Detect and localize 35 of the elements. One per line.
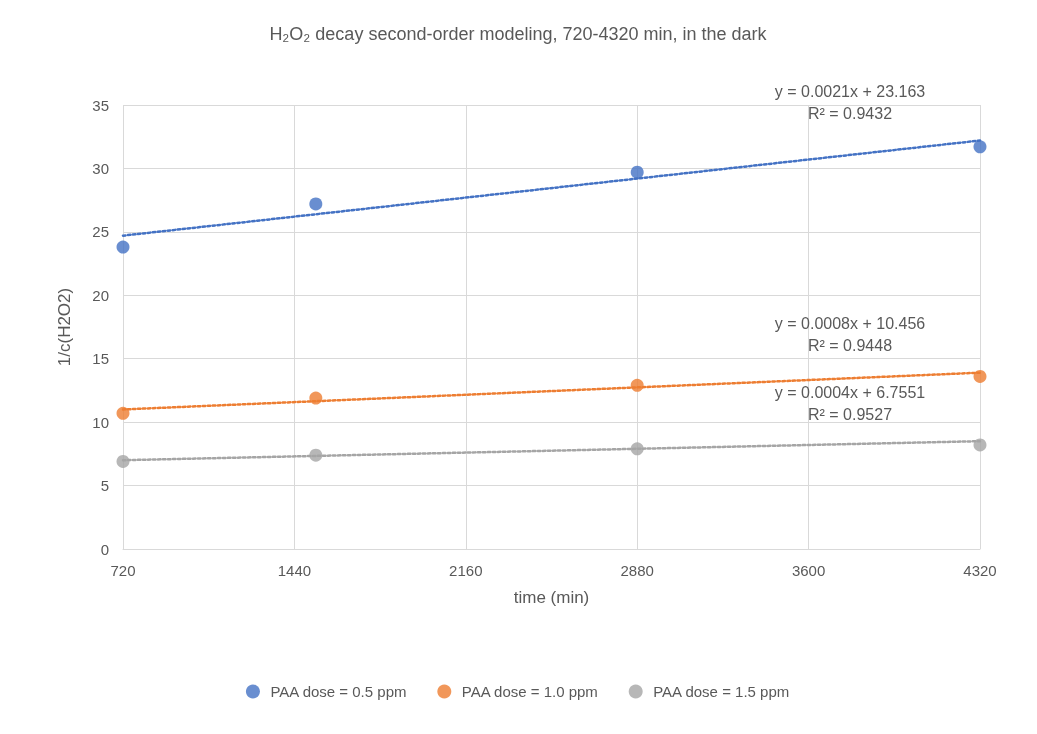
annotation: y = 0.0021x + 23.163 R² = 0.9432 [774,83,926,123]
y-tick-label: 10 [92,413,109,431]
point [309,197,323,211]
point [973,369,987,383]
y-tick-label: 5 [100,477,109,495]
x-tick-label: 4320 [963,562,997,579]
annotation: y = 0.0004x + 6.7551 R² = 0.9527 [774,383,926,423]
chart-title: H₂O₂ decay second-order modeling, 720-4320 min, in the dark [269,24,768,44]
legend-label: PAA dose = 0.5 ppm [270,683,407,700]
legend-label: PAA dose = 1.5 ppm [653,683,790,700]
point [309,448,323,462]
point [116,240,130,254]
point [116,406,130,420]
point [630,378,644,392]
x-tick-label: 1440 [277,562,312,579]
x-tick-label: 3600 [791,562,826,579]
x-tick-label: 2880 [620,562,654,579]
point [973,438,987,452]
y-tick-label: 30 [92,159,109,177]
annotation: y = 0.0008x + 10.456 R² = 0.9448 [774,315,926,355]
y-tick-label: 20 [92,286,109,304]
y-tick-label: 25 [92,223,109,241]
point [630,165,644,179]
x-axis-title: time (min) [513,588,590,607]
point [973,140,987,154]
y-tick-label: 0 [100,540,109,558]
point [630,442,644,456]
y-tick-label: 15 [92,350,109,368]
x-tick-label: 720 [110,562,136,579]
point [309,391,323,405]
y-tick-label: 35 [92,96,109,114]
point [116,454,130,468]
x-tick-label: 2160 [449,562,483,579]
legend-label: PAA dose = 1.0 ppm [461,683,598,700]
y-axis-title: 1/c(H2O2) [55,287,74,367]
